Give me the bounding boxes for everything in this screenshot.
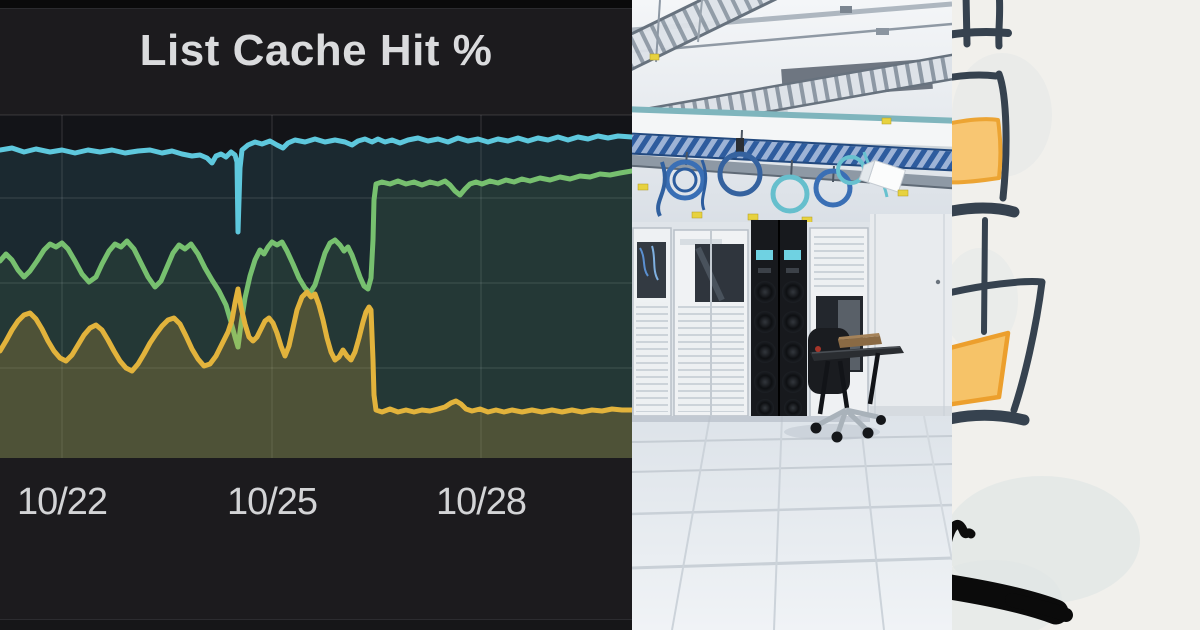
server-rack-second (673, 229, 749, 417)
green-series-area (0, 171, 632, 458)
rack-lcd-display (756, 250, 773, 260)
sketch-panel (922, 0, 1200, 630)
cache-hit-chart-svg (0, 114, 632, 458)
black-server-rack (751, 220, 807, 418)
chair-base (816, 407, 879, 434)
rack-lcd-display (784, 250, 801, 260)
cabinet-dot (935, 279, 941, 285)
yellow-series-area (0, 289, 632, 458)
server-racks (632, 214, 952, 419)
sketch-orange-server-1 (944, 117, 1003, 185)
chart-title: List Cache Hit % (139, 26, 493, 75)
datacenter-photo (591, 0, 992, 630)
sketch-orange-server-2 (943, 330, 1011, 408)
desk-top (810, 346, 904, 361)
casters (810, 415, 886, 443)
ceiling-speaker (858, 159, 907, 193)
box-on-desk (838, 336, 882, 348)
white-cabinet-wall (870, 214, 952, 418)
x-tick-label: 10/25 (226, 481, 318, 523)
chair-legs (817, 352, 881, 415)
sketch-brush-stroke (931, 573, 1073, 625)
x-tick-label: 10/22 (16, 481, 108, 523)
office-chair-desk (784, 328, 904, 443)
chart-panel-top-edge (0, 0, 632, 9)
cyan-series-line (0, 133, 632, 235)
sketch-illustration (922, 0, 1140, 630)
green-series-line (0, 168, 632, 350)
chart-panel-bottom-edge (0, 619, 632, 630)
cable-coils (656, 129, 889, 217)
server-rack-left (632, 227, 672, 417)
datacenter-photo-panel (591, 0, 992, 630)
yellow-series-line (0, 286, 632, 415)
x-axis-labels: 10/22 10/25 10/28 (0, 481, 632, 525)
x-tick-label: 10/28 (435, 481, 527, 523)
chair-red-light (815, 346, 821, 352)
cache-hit-chart-panel: List Cache Hit % 10/22 10/25 10/28 (0, 0, 632, 630)
ceiling-cable-tray-upper (591, 0, 859, 84)
tiled-floor (631, 415, 953, 630)
